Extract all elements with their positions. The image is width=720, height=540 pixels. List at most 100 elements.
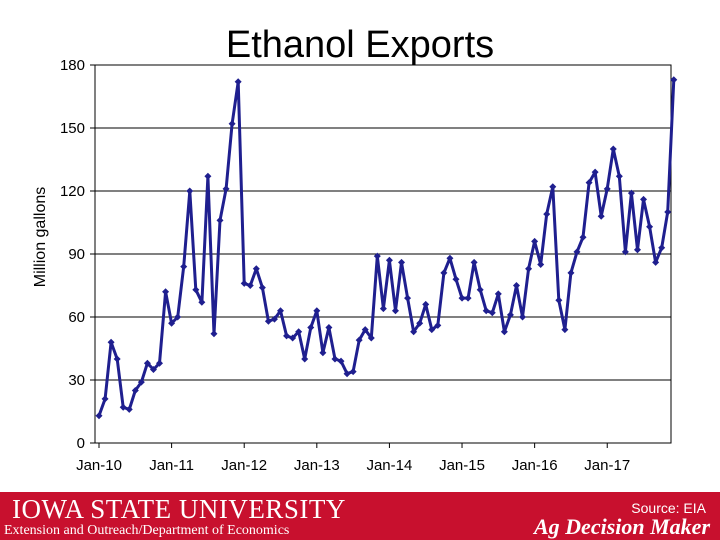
data-point [125, 405, 133, 413]
data-point [482, 307, 490, 315]
data-point [658, 244, 666, 252]
data-point [210, 330, 218, 338]
data-point [131, 387, 139, 394]
data-point [670, 76, 678, 84]
data-point [579, 233, 587, 241]
data-point [349, 368, 357, 376]
data-point [222, 185, 230, 193]
data-point [385, 256, 393, 264]
y-tick-label: 180 [60, 57, 85, 74]
data-point [168, 319, 176, 327]
x-axis-ticks: Jan-10 Jan-11 Jan-12 Jan-13 Jan-14 Jan-15 Jan-… [76, 443, 630, 474]
data-point [428, 326, 436, 334]
x-tick-label: Jan-15 [439, 457, 485, 474]
data-point [537, 261, 545, 268]
data-point [555, 296, 563, 304]
data-point [525, 265, 533, 273]
y-axis-label: Million gallons [32, 187, 49, 288]
data-point [216, 216, 224, 224]
data-point [174, 313, 182, 321]
data-point [137, 378, 145, 386]
data-point [640, 195, 648, 203]
data-point [119, 403, 127, 411]
data-point [646, 223, 654, 231]
data-point [652, 258, 660, 266]
data-point [143, 359, 151, 367]
data-point [603, 185, 611, 193]
data-point [561, 326, 569, 334]
data-point [379, 305, 387, 313]
data-point [470, 258, 478, 266]
data-point [162, 288, 170, 296]
source-note: Source: EIA [631, 500, 706, 516]
data-point [252, 265, 260, 273]
y-tick-label: 90 [68, 246, 85, 263]
data-points [95, 76, 678, 420]
data-point [325, 324, 333, 331]
data-point [373, 252, 381, 260]
data-point [113, 355, 121, 363]
y-tick-label: 120 [60, 183, 85, 200]
data-point [531, 237, 539, 245]
data-point [240, 279, 248, 287]
data-point [512, 282, 520, 289]
data-point [258, 284, 266, 292]
data-point [422, 300, 430, 308]
data-point [289, 334, 297, 342]
university-name: IOWA STATE UNIVERSITY [12, 494, 346, 524]
data-point [585, 179, 593, 187]
gridlines [95, 127, 671, 381]
data-point [597, 212, 605, 220]
data-point [301, 355, 309, 363]
data-point [543, 210, 551, 218]
data-point [434, 321, 442, 329]
data-point [355, 336, 363, 344]
data-point [591, 168, 599, 176]
data-point [391, 307, 399, 315]
data-point [609, 145, 617, 153]
data-point [621, 248, 629, 256]
data-point [549, 183, 557, 191]
data-point [452, 275, 460, 283]
data-point [410, 328, 418, 336]
x-tick-label: Jan-13 [294, 457, 340, 474]
department-name: Extension and Outreach/Department of Eco… [4, 523, 290, 538]
data-point [464, 294, 472, 302]
x-tick-label: Jan-10 [76, 457, 122, 474]
data-point [664, 208, 672, 216]
data-point [440, 269, 448, 277]
data-point [627, 189, 635, 197]
data-point [367, 334, 375, 342]
data-point [101, 395, 109, 403]
data-point [494, 290, 502, 298]
data-point [567, 269, 575, 277]
data-point [519, 313, 527, 321]
data-point [198, 298, 206, 306]
data-point [319, 349, 327, 357]
brand-name: Ag Decision Maker [534, 514, 710, 539]
data-point [107, 338, 115, 346]
data-point [149, 366, 157, 373]
data-point [204, 172, 212, 180]
x-tick-label: Jan-12 [221, 457, 267, 474]
data-point [343, 370, 351, 378]
data-point [186, 187, 194, 195]
data-point [307, 324, 315, 331]
data-point [361, 326, 369, 334]
y-tick-label: 30 [68, 372, 85, 389]
data-point [337, 357, 345, 365]
data-point [500, 328, 508, 336]
data-point [156, 359, 164, 367]
data-point [234, 78, 242, 86]
data-point [458, 294, 466, 302]
data-point [95, 412, 103, 420]
data-point [404, 294, 412, 302]
data-point [277, 307, 285, 315]
data-point [488, 309, 496, 317]
data-point [416, 319, 424, 327]
x-tick-label: Jan-14 [366, 457, 412, 474]
x-tick-label: Jan-17 [584, 457, 630, 474]
data-point [264, 317, 272, 325]
data-point [615, 172, 623, 180]
data-point [476, 286, 484, 294]
